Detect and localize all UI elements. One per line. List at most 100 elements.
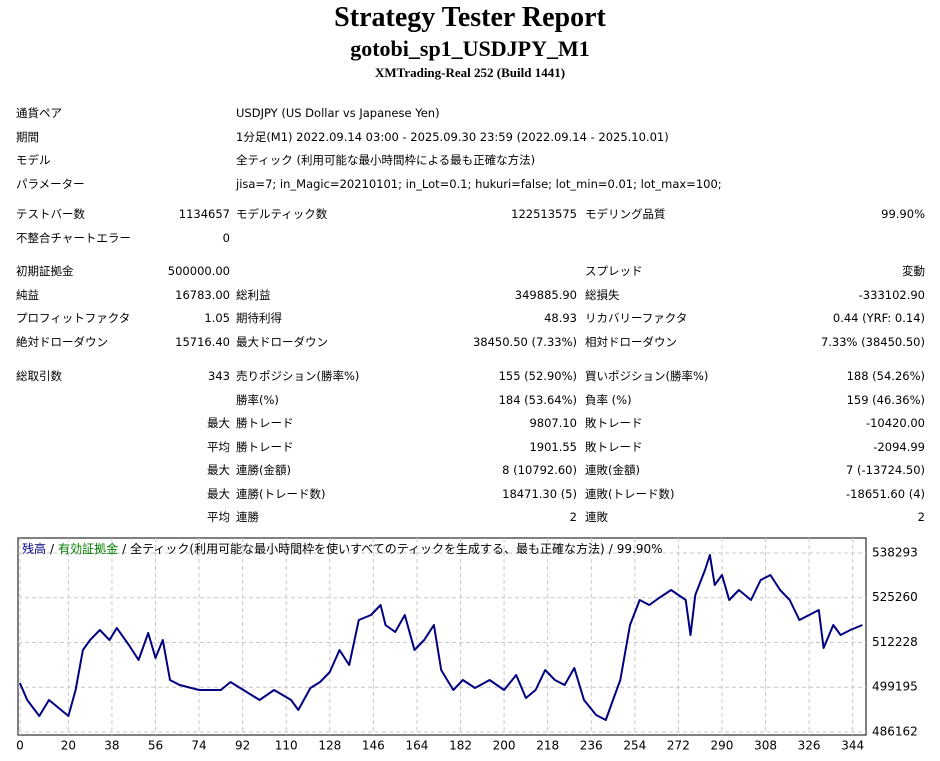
stat-label: 勝トレード xyxy=(236,439,294,454)
stat-label: 勝率(%) xyxy=(236,392,279,407)
x-tick-label: 308 xyxy=(754,739,777,753)
stat-value: 7 (-13724.50) xyxy=(846,463,925,477)
y-tick-label: 525260 xyxy=(872,590,918,604)
subtitle: gotobi_sp1_USDJPY_M1 xyxy=(350,36,590,61)
x-tick-label: 164 xyxy=(405,739,428,753)
info-label: パラメーター xyxy=(16,176,85,191)
x-tick-label: 200 xyxy=(493,739,516,753)
info-value: 1分足(M1) 2022.09.14 03:00 - 2025.09.30 23… xyxy=(236,129,669,144)
y-tick-label: 499195 xyxy=(872,680,918,694)
x-tick-label: 326 xyxy=(798,739,821,753)
stat-value: 9807.10 xyxy=(529,416,577,430)
info-value: 全ティック (利用可能な最小時間枠による最も正確な方法) xyxy=(236,153,536,167)
stat-value: 1901.55 xyxy=(529,439,577,454)
stat-value: 最大 xyxy=(207,416,230,430)
legend-balance: 残高 xyxy=(22,541,46,556)
stat-value: 16783.00 xyxy=(175,287,230,302)
stat-value: 18471.30 (5) xyxy=(502,486,577,501)
legend-equity: 有効証拠金 xyxy=(58,541,118,556)
info-label: 期間 xyxy=(16,129,39,144)
x-tick-label: 92 xyxy=(235,739,250,753)
build: XMTrading-Real 252 (Build 1441) xyxy=(374,65,566,80)
chart: 486162 499195 512228 525260 538293 0 20 38 56 74 9… xyxy=(16,537,918,753)
x-tick-label: 290 xyxy=(711,739,734,753)
stat-label: 絶対ドローダウン xyxy=(16,334,108,349)
stat-value: 99.90% xyxy=(881,207,925,221)
stat-value: 500000.00 xyxy=(167,264,230,278)
stat-label: リカバリーファクタ xyxy=(585,311,688,325)
stat-label: 初期証拠金 xyxy=(16,264,74,278)
stat-label: 連勝(金額) xyxy=(236,463,291,477)
stat-value: 1134657 xyxy=(178,207,230,221)
stat-label: 不整合チャートエラー xyxy=(16,230,131,245)
stat-value: -333102.90 xyxy=(858,287,925,302)
legend-separator: / xyxy=(50,542,55,556)
stat-label: 連敗(金額) xyxy=(585,463,640,477)
stat-value: 最大 xyxy=(207,486,230,501)
x-tick-label: 0 xyxy=(16,739,24,753)
stat-value: -18651.60 (4) xyxy=(846,486,925,501)
stat-label: テストバー数 xyxy=(16,207,85,221)
x-tick-label: 56 xyxy=(148,739,163,753)
stat-label: 総利益 xyxy=(236,287,271,302)
stat-label: 連敗 xyxy=(585,510,608,524)
stat-value: -2094.99 xyxy=(873,439,925,454)
info-value: jisa=7; in_Magic=20210101; in_Lot=0.1; h… xyxy=(236,176,722,191)
stat-label: スプレッド xyxy=(585,264,643,278)
stat-label: 最大ドローダウン xyxy=(236,334,328,349)
stat-label: 売りポジション(勝率%) xyxy=(236,369,360,383)
stat-value: 0.44 (YRF: 0.14) xyxy=(832,311,925,325)
y-tick-label: 486162 xyxy=(872,724,918,738)
stat-label: 期待利得 xyxy=(236,311,282,325)
x-tick-label: 254 xyxy=(623,739,646,753)
stat-value: 7.33% (38450.50) xyxy=(820,334,925,349)
stat-label: 総取引数 xyxy=(16,369,62,383)
plot-area xyxy=(17,537,867,736)
legend-model: 全ティック(利用可能な最小時間枠を使いすべてのティックを生成する、最も正確な方法… xyxy=(130,541,605,556)
info-value: USDJPY (US Dollar vs Japanese Yen) xyxy=(236,106,440,120)
stat-value: 48.93 xyxy=(544,311,577,325)
x-tick-label: 344 xyxy=(841,739,864,753)
info-label: モデル xyxy=(16,153,51,167)
stat-value: 38450.50 (7.33%) xyxy=(472,334,577,349)
x-tick-label: 236 xyxy=(580,739,603,753)
stat-value: 2 xyxy=(569,510,577,524)
stat-label: 敗トレード xyxy=(585,439,643,454)
stat-label: 連勝(トレード数) xyxy=(236,486,326,501)
stat-value: 0 xyxy=(222,230,230,245)
stat-value: 1.05 xyxy=(204,311,230,325)
stat-value: 343 xyxy=(208,369,230,383)
stat-label: モデルティック数 xyxy=(236,207,328,221)
info-label: 通貨ペア xyxy=(16,106,62,120)
stat-value: 349885.90 xyxy=(514,287,577,302)
stat-label: 勝トレード xyxy=(236,416,294,430)
stat-value: 平均 xyxy=(207,439,230,454)
stat-value: 15716.40 xyxy=(175,334,230,349)
x-tick-label: 38 xyxy=(104,739,119,753)
legend-separator: / xyxy=(609,542,614,556)
stat-value: 8 (10792.60) xyxy=(502,463,577,477)
stat-value: 122513575 xyxy=(511,207,577,221)
stat-value: -10420.00 xyxy=(865,416,925,430)
legend-separator: / xyxy=(122,542,127,556)
x-tick-label: 146 xyxy=(362,739,385,753)
stat-value: 188 (54.26%) xyxy=(846,369,925,383)
stat-value: 変動 xyxy=(902,264,925,278)
balance-line xyxy=(18,554,863,721)
x-tick-label: 20 xyxy=(61,739,76,753)
stat-value: 159 (46.36%) xyxy=(846,392,925,407)
stat-label: 総損失 xyxy=(585,287,620,302)
title: Strategy Tester Report xyxy=(334,2,606,33)
x-tick-label: 74 xyxy=(191,739,206,753)
stat-label: モデリング品質 xyxy=(585,207,666,221)
x-tick-label: 110 xyxy=(275,739,298,753)
stat-label: 相対ドローダウン xyxy=(585,334,677,349)
stat-label: 純益 xyxy=(16,287,39,302)
stat-value: 最大 xyxy=(207,463,230,477)
y-tick-label: 512228 xyxy=(872,635,918,649)
x-tick-label: 218 xyxy=(536,739,559,753)
stat-label: 買いポジション(勝率%) xyxy=(585,369,709,383)
y-tick-label: 538293 xyxy=(872,545,918,559)
stat-value: 平均 xyxy=(207,510,230,524)
